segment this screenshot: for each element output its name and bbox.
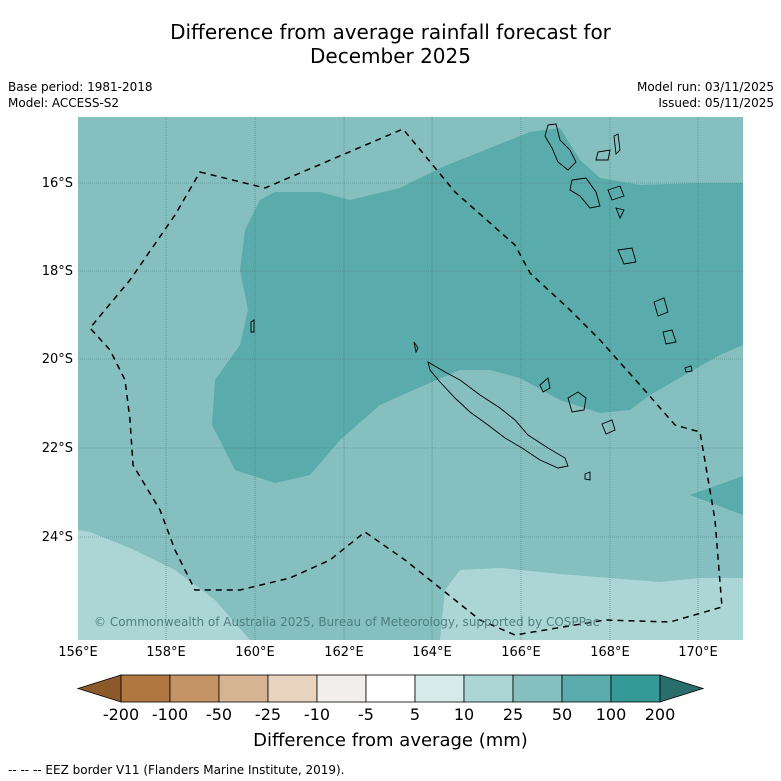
lon-label-170e: 170°E [678, 645, 718, 660]
lifou-island [567, 391, 587, 413]
belep-islands [413, 341, 419, 354]
lon-label-158e: 158°E [146, 645, 186, 660]
new-caledonia-island [427, 361, 569, 469]
colorbar-swatch [169, 674, 220, 703]
base-period: Base period: 1981-2018 [8, 80, 153, 94]
anomaly-50-100-zone-east [690, 476, 743, 515]
colorbar-arrow-high [659, 674, 705, 703]
colorbar-swatch [512, 674, 563, 703]
lon-label-156e: 156°E [58, 645, 98, 660]
chart-title: Difference from average rainfall forecas… [0, 20, 781, 68]
colorbar-tick-label: -50 [205, 705, 233, 724]
colorbar-tick-label: 5 [409, 705, 421, 724]
mare-island [601, 419, 616, 435]
copyright-credit: © Commonwealth of Australia 2025, Bureau… [94, 615, 599, 629]
malekula-island [569, 177, 601, 209]
lon-label-166e: 166°E [501, 645, 541, 660]
lon-label-160e: 160°E [235, 645, 275, 660]
model-name: Model: ACCESS-S2 [8, 96, 120, 110]
model-run: Model run: 03/11/2025 [636, 80, 774, 94]
eez-legend: -- -- -- EEZ border V11 (Flanders Marine… [8, 763, 345, 777]
anomaly-10-25-zone-southwest [78, 530, 250, 640]
issued-date: Issued: 05/11/2025 [658, 96, 774, 110]
lat-label-20s: 20°S [41, 352, 73, 367]
vanuatu-islet-b [613, 133, 621, 155]
colorbar-arrow-low [76, 674, 122, 703]
vanuatu-islet-a [595, 149, 611, 161]
map-field: © Commonwealth of Australia 2025, Bureau… [78, 117, 743, 640]
title-line-2: December 2025 [310, 44, 471, 68]
colorbar-tick-label: -10 [303, 705, 331, 724]
lon-label-162e: 162°E [324, 645, 364, 660]
colorbar-tick-label: -100 [151, 705, 189, 724]
colorbar-title: Difference from average (mm) [253, 730, 528, 751]
meta-right: Model run: 03/11/2025 Issued: 05/11/2025 [637, 79, 774, 111]
colorbar [76, 674, 705, 703]
colorbar-tick-label: 50 [551, 705, 573, 724]
colorbar-swatch [267, 674, 318, 703]
lat-label-16s: 16°S [41, 176, 73, 191]
espiritu-santo-island [544, 123, 577, 171]
colorbar-tick-label: 200 [644, 705, 676, 724]
lat-label-24s: 24°S [41, 530, 73, 545]
colorbar-swatch [365, 674, 416, 703]
lat-label-18s: 18°S [41, 264, 73, 279]
title-line-1: Difference from average rainfall forecas… [170, 20, 611, 44]
tanna-island [662, 329, 677, 345]
colorbar-swatch [414, 674, 465, 703]
epi-island [615, 207, 625, 220]
colorbar-swatch [561, 674, 612, 703]
anomaly-50-100-zone [212, 128, 743, 483]
isle-of-pines [584, 471, 591, 481]
colorbar-tick-label: 100 [595, 705, 627, 724]
colorbar-tick-label: -200 [102, 705, 140, 724]
colorbar-tick-label: -5 [358, 705, 374, 724]
eez-border [89, 128, 723, 636]
meta-left: Base period: 1981-2018 Model: ACCESS-S2 [8, 79, 153, 111]
lon-label-164e: 164°E [412, 645, 452, 660]
colorbar-tick-label: 25 [502, 705, 524, 724]
colorbar-swatch [316, 674, 367, 703]
erromango-island [653, 297, 669, 317]
colorbar-swatch [218, 674, 269, 703]
colorbar-swatch [463, 674, 514, 703]
colorbar-tick-label: -25 [254, 705, 282, 724]
aneityum-island [684, 365, 693, 373]
colorbar-tick-label: 10 [453, 705, 475, 724]
lon-label-168e: 168°E [590, 645, 630, 660]
anomaly-10-25-zone-southeast [440, 568, 743, 640]
ouvea-island [539, 377, 551, 393]
gridlines [78, 117, 743, 640]
ambrym-island [607, 185, 625, 201]
lat-label-22s: 22°S [41, 441, 73, 456]
efate-island [617, 247, 637, 265]
colorbar-swatch [120, 674, 171, 703]
colorbar-swatch [610, 674, 661, 703]
chesterfield-islands [250, 319, 255, 333]
